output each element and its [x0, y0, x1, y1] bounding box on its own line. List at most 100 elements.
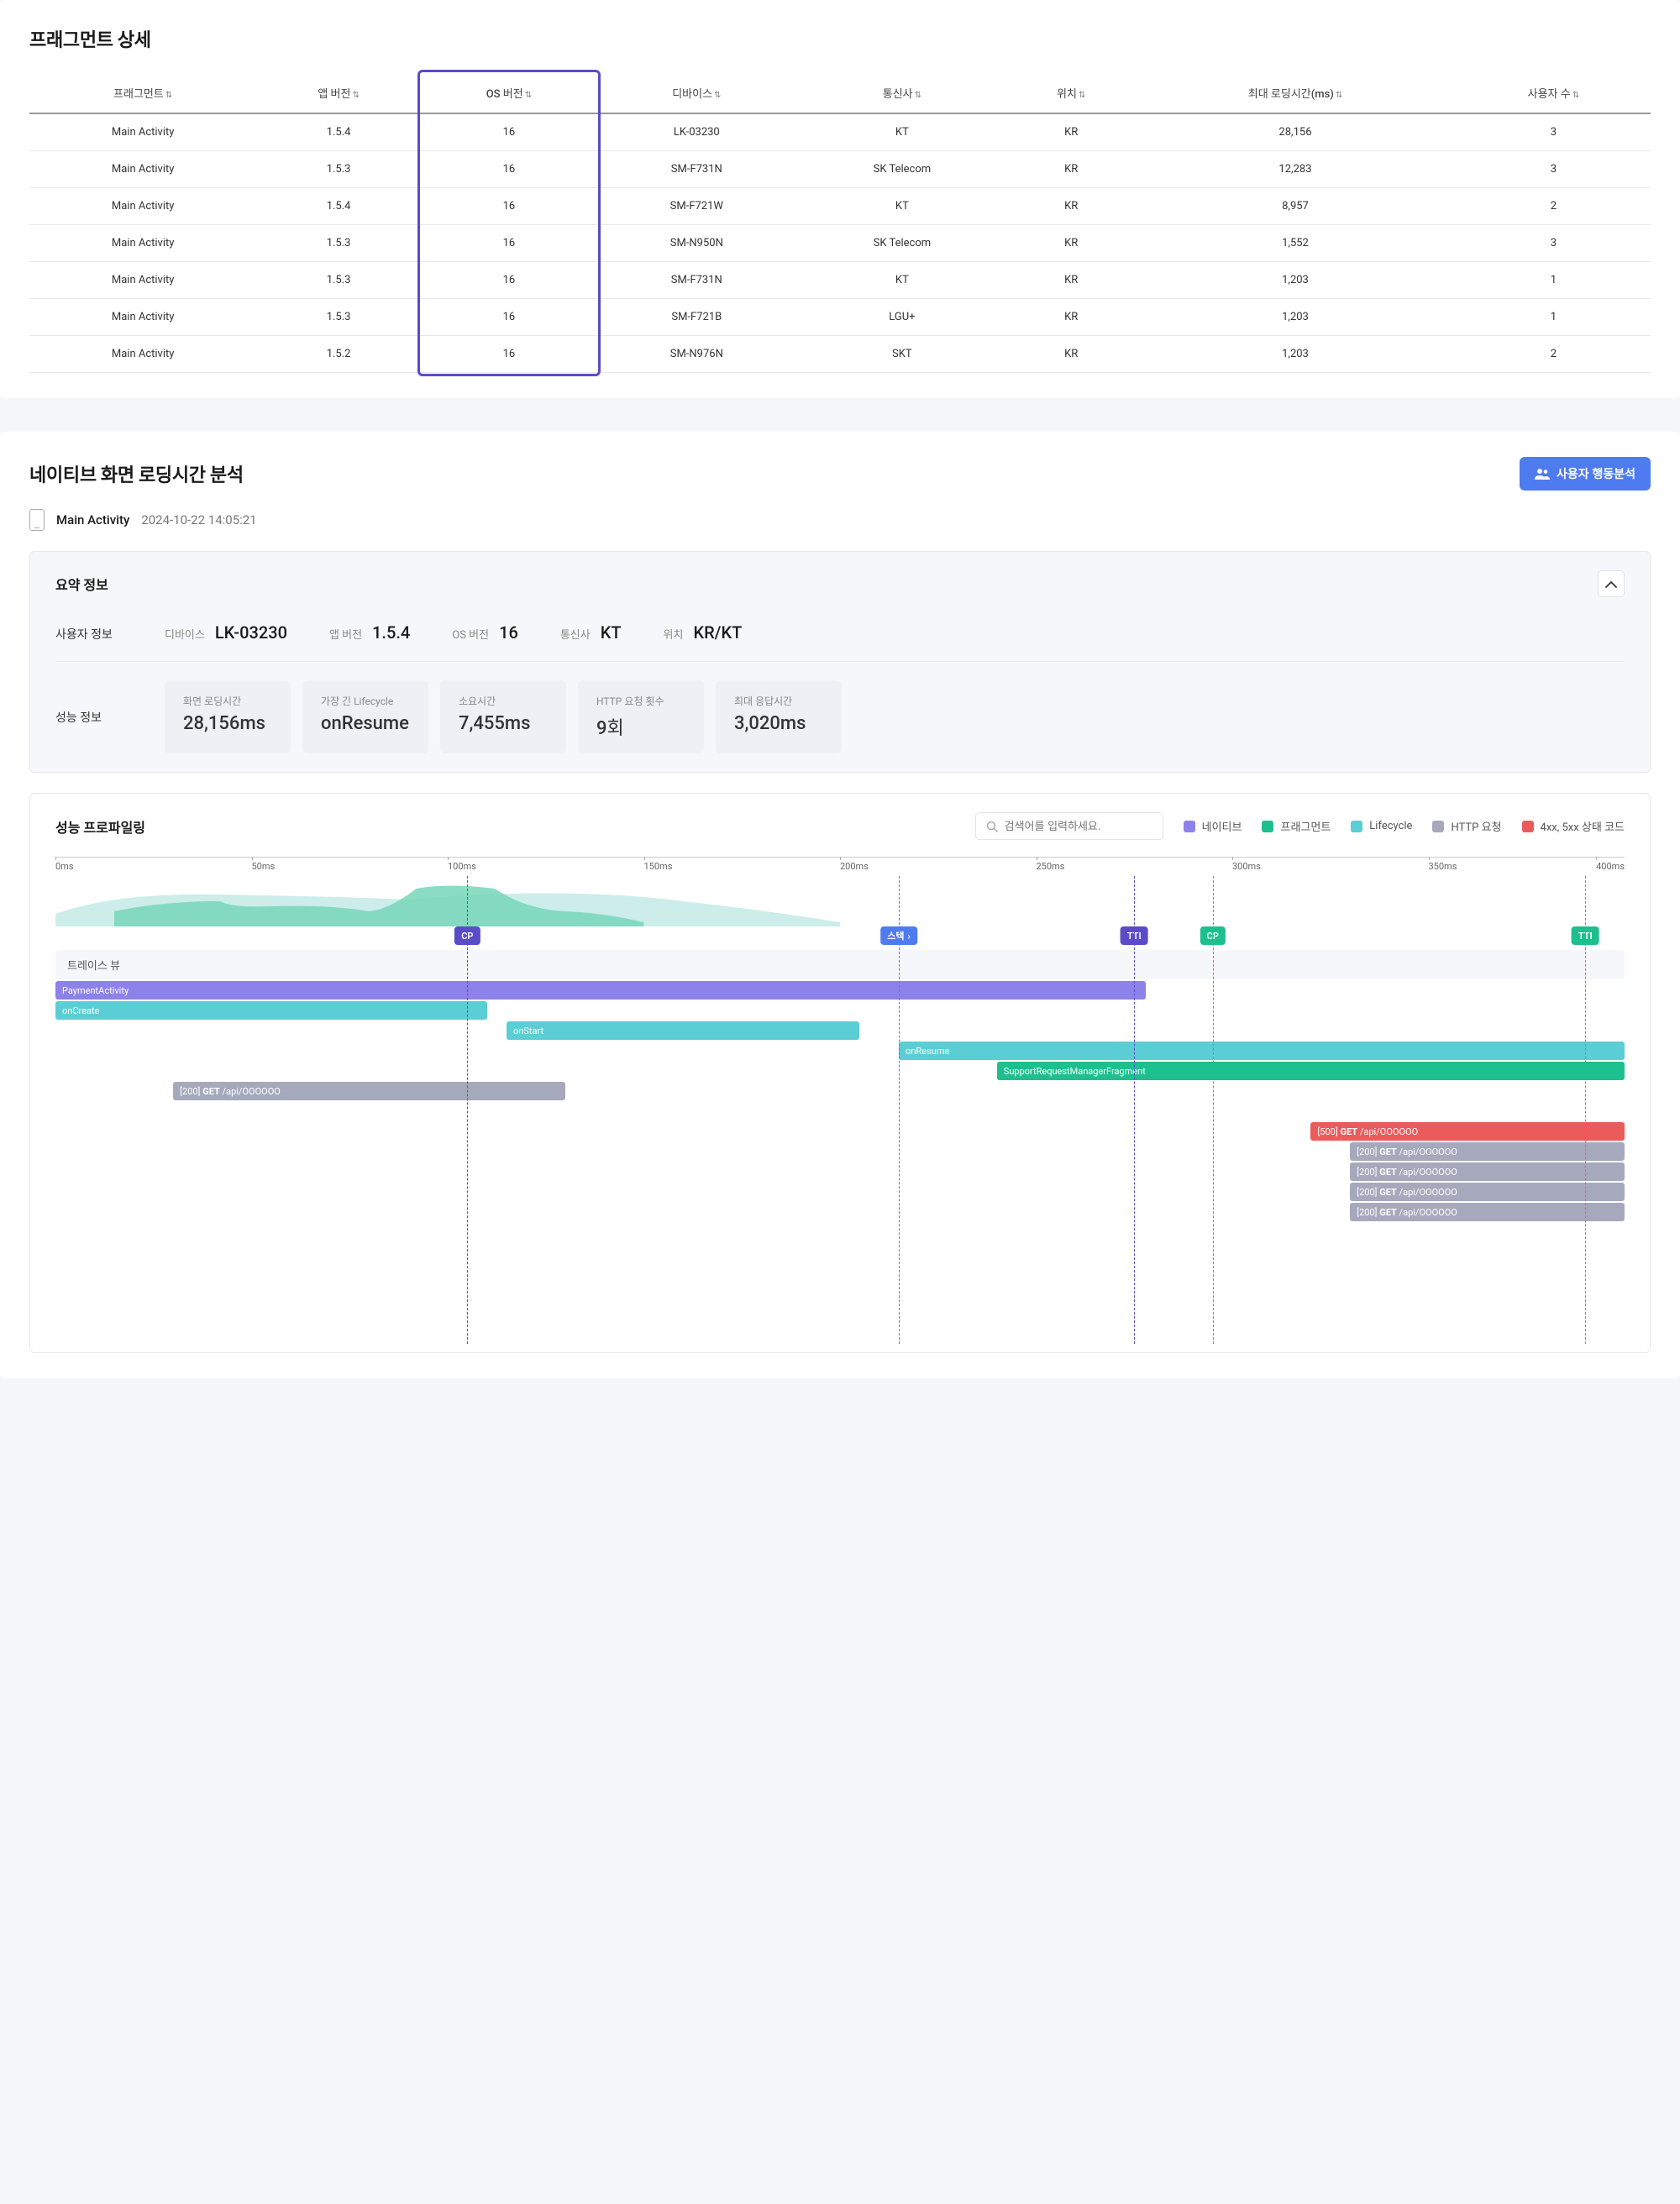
marker-row: CP스택 ›TTICPTTI	[55, 926, 1625, 950]
trace-bar[interactable]: [200] GET /api/OOOOOO	[173, 1082, 565, 1100]
trace-bar[interactable]: SupportRequestManagerFragment	[997, 1062, 1625, 1080]
table-cell: SKT	[796, 336, 1008, 373]
table-cell: 1.5.3	[256, 262, 421, 299]
info-label: 위치	[664, 626, 684, 642]
user-info-field: OS 버전 16	[452, 622, 518, 643]
table-cell: SM-F731N	[597, 151, 796, 188]
perf-card: 가장 긴 LifecycleonResume	[302, 680, 428, 753]
column-header[interactable]: 통신사⇅	[796, 73, 1008, 113]
search-input[interactable]	[1005, 820, 1152, 832]
table-cell: SM-N976N	[597, 336, 796, 373]
table-cell: Main Activity	[29, 113, 256, 151]
legend-swatch	[1522, 821, 1534, 832]
axis-tick: 200ms	[840, 861, 869, 872]
table-cell: 1.5.3	[256, 299, 421, 336]
table-cell: 1,203	[1134, 336, 1456, 373]
legend: 네이티브프래그먼트LifecycleHTTP 요청4xx, 5xx 상태 코드	[1184, 818, 1625, 834]
trace-bar[interactable]: [200] GET /api/OOOOOO	[1350, 1162, 1625, 1181]
table-cell: 28,156	[1134, 113, 1456, 151]
sort-icon: ⇅	[525, 91, 532, 100]
chevron-up-icon	[1605, 580, 1617, 588]
table-row[interactable]: Main Activity1.5.416LK-03230KTKR28,1563	[29, 113, 1651, 151]
table-cell: KR	[1008, 188, 1134, 225]
trace-view-header: 트레이스 뷰	[55, 950, 1625, 979]
table-row[interactable]: Main Activity1.5.416SM-F721WKTKR8,9572	[29, 188, 1651, 225]
native-analysis-title: 네이티브 화면 로딩시간 분석	[29, 460, 244, 487]
legend-label: Lifecycle	[1369, 820, 1412, 832]
axis-tick: 300ms	[1232, 861, 1261, 872]
trace-rows: PaymentActivityonCreate onStart onResume Su…	[55, 981, 1625, 1344]
table-cell: SK Telecom	[796, 151, 1008, 188]
table-row[interactable]: Main Activity1.5.316SM-N950NSK TelecomKR…	[29, 225, 1651, 262]
column-header[interactable]: 프래그먼트⇅	[29, 73, 256, 113]
chevron-right-icon: ›	[908, 931, 911, 942]
axis-tick: 150ms	[644, 861, 673, 872]
table-row[interactable]: Main Activity1.5.316SM-F731NKTKR1,2031	[29, 262, 1651, 299]
column-header[interactable]: 앱 버전⇅	[256, 73, 421, 113]
user-behavior-label: 사용자 행동분석	[1557, 465, 1635, 482]
users-icon	[1535, 468, 1550, 480]
wave-chart	[55, 876, 1625, 926]
table-cell: 16	[421, 188, 597, 225]
trace-bar[interactable]: [200] GET /api/OOOOOO	[1350, 1203, 1625, 1221]
search-box[interactable]	[975, 812, 1163, 840]
table-row[interactable]: Main Activity1.5.316SM-F721BLGU+KR1,2031	[29, 299, 1651, 336]
trace-bar[interactable]: onStart	[507, 1021, 859, 1040]
legend-item: 4xx, 5xx 상태 코드	[1522, 818, 1625, 834]
table-cell: KT	[796, 262, 1008, 299]
legend-label: HTTP 요청	[1451, 818, 1501, 834]
perf-card: 최대 응답시간3,020ms	[716, 680, 842, 753]
table-cell: LK-03230	[597, 113, 796, 151]
perf-card-label: 최대 응답시간	[734, 694, 823, 708]
trace-bar[interactable]: onCreate	[55, 1001, 487, 1020]
fragment-detail-title: 프래그먼트 상세	[29, 25, 1651, 52]
table-cell: SK Telecom	[796, 225, 1008, 262]
info-label: 통신사	[560, 626, 591, 642]
table-cell: KR	[1008, 336, 1134, 373]
timeline-vline	[467, 876, 468, 1344]
profiling-panel: 성능 프로파일링 네이티브프래그먼트LifecycleHTTP 요청4xx, 5…	[29, 793, 1651, 1353]
table-cell: KR	[1008, 225, 1134, 262]
column-header[interactable]: 사용자 수⇅	[1457, 73, 1651, 113]
info-value: 16	[499, 622, 518, 643]
user-behavior-button[interactable]: 사용자 행동분석	[1520, 457, 1651, 491]
table-cell: 1.5.2	[256, 336, 421, 373]
table-cell: Main Activity	[29, 262, 256, 299]
axis-tick: 350ms	[1429, 861, 1457, 872]
activity-name: Main Activity	[56, 512, 129, 527]
table-cell: Main Activity	[29, 336, 256, 373]
table-cell: 1,552	[1134, 225, 1456, 262]
trace-bar[interactable]: onResume	[899, 1042, 1625, 1060]
sort-icon: ⇅	[714, 91, 721, 100]
axis-tick: 0ms	[55, 861, 74, 872]
table-cell: Main Activity	[29, 299, 256, 336]
table-cell: KR	[1008, 299, 1134, 336]
column-header[interactable]: 위치⇅	[1008, 73, 1134, 113]
table-cell: 8,957	[1134, 188, 1456, 225]
column-header[interactable]: 디바이스⇅	[597, 73, 796, 113]
trace-bar[interactable]: PaymentActivity	[55, 981, 1146, 1000]
table-row[interactable]: Main Activity1.5.216SM-N976NSKTKR1,2032	[29, 336, 1651, 373]
table-cell: KR	[1008, 113, 1134, 151]
column-header[interactable]: 최대 로딩시간(ms)⇅	[1134, 73, 1456, 113]
info-value: 1.5.4	[372, 622, 410, 643]
summary-title: 요약 정보	[55, 574, 108, 594]
column-header[interactable]: OS 버전⇅	[421, 73, 597, 113]
trace-bar[interactable]: [200] GET /api/OOOOOO	[1350, 1183, 1625, 1201]
trace-bar[interactable]: [200] GET /api/OOOOOO	[1350, 1142, 1625, 1161]
perf-card-label: 가장 긴 Lifecycle	[321, 694, 410, 708]
collapse-button[interactable]	[1598, 570, 1625, 597]
user-info-label: 사용자 정보	[55, 626, 131, 643]
info-value: LK-03230	[215, 622, 287, 643]
trace-bar[interactable]: [500] GET /api/OOOOOO	[1310, 1122, 1625, 1141]
table-cell: 3	[1457, 151, 1651, 188]
table-row[interactable]: Main Activity1.5.316SM-F731NSK TelecomKR…	[29, 151, 1651, 188]
profiling-title: 성능 프로파일링	[55, 816, 955, 837]
table-cell: 12,283	[1134, 151, 1456, 188]
perf-card-label: 화면 로딩시간	[183, 694, 272, 708]
legend-item: 네이티브	[1184, 818, 1242, 834]
table-cell: 2	[1457, 188, 1651, 225]
table-cell: 1.5.3	[256, 151, 421, 188]
table-cell: Main Activity	[29, 188, 256, 225]
info-label: OS 버전	[452, 626, 489, 642]
